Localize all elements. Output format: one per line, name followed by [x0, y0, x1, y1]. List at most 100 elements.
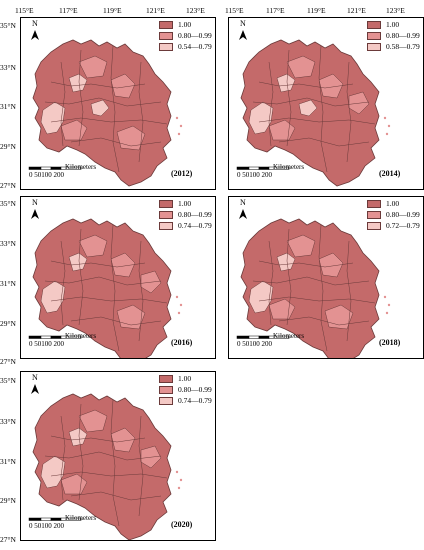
legend-swatch [159, 211, 173, 219]
north-label: N [240, 198, 246, 207]
county-border [110, 399, 120, 527]
county-border [44, 276, 162, 286]
scale-unit: Kilometers [65, 163, 97, 171]
map-panel-2018: N 1.00 0.80—0.99 0.72—0.79 0 50100 200 Kilome… [228, 196, 424, 359]
legend: 1.00 0.80—0.99 0.74—0.79 [159, 200, 217, 232]
lat-label: 33°N [0, 417, 16, 426]
county-border [50, 435, 146, 443]
year-label: (2018) [379, 338, 401, 347]
island [179, 478, 183, 482]
legend-label: 1.00 [386, 20, 400, 29]
legend-label: 1.00 [386, 199, 400, 208]
scale-unit: Kilometers [273, 332, 305, 340]
map-panel-2014: N 1.00 0.80—0.99 0.58—0.79 0 50100 200 Kilome… [228, 17, 424, 190]
region-map [236, 30, 391, 187]
scale-text: 0 50100 200 [29, 522, 64, 530]
legend-label: 0.74—0.79 [178, 221, 212, 230]
scale-bar [28, 166, 82, 170]
lat-label: 31°N [0, 102, 16, 111]
year-label: (2014) [379, 169, 401, 178]
region-mid [78, 55, 108, 79]
legend-label: 0.54—0.79 [178, 42, 212, 51]
scale-unit: Kilometers [273, 163, 305, 171]
north-label: N [240, 19, 246, 28]
legend-label: 0.80—0.99 [386, 210, 420, 219]
year-label: (2020) [171, 520, 193, 529]
region-map [28, 384, 183, 540]
island [179, 124, 183, 128]
island [387, 303, 391, 307]
legend-swatch [159, 375, 173, 383]
legend-swatch [367, 200, 381, 208]
legend-swatch [159, 21, 173, 29]
legend-label: 0.80—0.99 [178, 210, 212, 219]
lon-label: 121°E [146, 6, 165, 15]
legend-swatch [159, 200, 173, 208]
legend-swatch [367, 21, 381, 29]
lat-label: 29°N [0, 496, 16, 505]
region-light [68, 73, 88, 93]
lat-label: 33°N [0, 63, 16, 72]
county-border [44, 451, 162, 461]
scale-unit: Kilometers [65, 332, 97, 340]
county-border [258, 260, 354, 268]
legend-swatch [159, 43, 173, 51]
legend-label: 0.58—0.79 [386, 42, 420, 51]
legend-label: 0.72—0.79 [386, 221, 420, 230]
lon-label: 123°E [186, 6, 205, 15]
lon-label: 121°E [347, 6, 366, 15]
scale-text: 0 50100 200 [29, 340, 64, 348]
lon-label: 123°E [386, 6, 405, 15]
north-arrow-icon [31, 209, 39, 219]
region-mid [286, 55, 316, 79]
region-mid [318, 252, 344, 278]
lon-label: 117°E [266, 6, 285, 15]
island [177, 311, 181, 315]
scale-bar [236, 335, 290, 339]
region-mid [318, 73, 344, 99]
county-border [78, 49, 84, 147]
north-arrow-icon [239, 209, 247, 219]
map-panel-2016: N 1.00 0.80—0.99 0.74—0.79 0 50100 200 Kilome… [20, 196, 216, 359]
county-border [110, 224, 120, 352]
region-map [28, 30, 183, 187]
legend-label: 0.74—0.79 [178, 396, 212, 405]
region-light [276, 73, 296, 93]
region-mid [78, 234, 108, 258]
lon-label: 117°E [59, 6, 78, 15]
legend-label: 1.00 [178, 199, 192, 208]
region-light [298, 99, 318, 117]
island [383, 295, 387, 299]
legend-swatch [367, 222, 381, 230]
county-border [346, 240, 352, 342]
county-border [278, 137, 370, 147]
island [385, 132, 389, 136]
county-border [110, 45, 120, 173]
lat-label: 29°N [0, 142, 16, 151]
legend: 1.00 0.80—0.99 0.72—0.79 [367, 200, 424, 232]
legend: 1.00 0.80—0.99 0.54—0.79 [159, 21, 217, 53]
north-label: N [32, 198, 38, 207]
legend-label: 0.80—0.99 [386, 31, 420, 40]
map-panel-2020: N 1.00 0.80—0.99 0.74—0.79 0 50100 200 Kilome… [20, 371, 216, 541]
region-mid [110, 427, 136, 453]
county-border [252, 276, 370, 286]
north-label: N [32, 373, 38, 382]
county-border [50, 117, 168, 125]
region-map [236, 209, 391, 358]
county-border [138, 240, 144, 342]
island [385, 311, 389, 315]
region-light [276, 252, 296, 272]
legend-swatch [367, 211, 381, 219]
county-border [268, 240, 274, 326]
county-border [346, 61, 352, 163]
county-border [258, 117, 376, 125]
county-border [278, 316, 370, 326]
island [177, 486, 181, 490]
county-border [70, 316, 162, 326]
scale-text: 0 50100 200 [237, 171, 272, 179]
lat-label: 29°N [0, 319, 16, 328]
county-border [50, 260, 146, 268]
island [387, 124, 391, 128]
lat-label: 35°N [0, 21, 16, 30]
